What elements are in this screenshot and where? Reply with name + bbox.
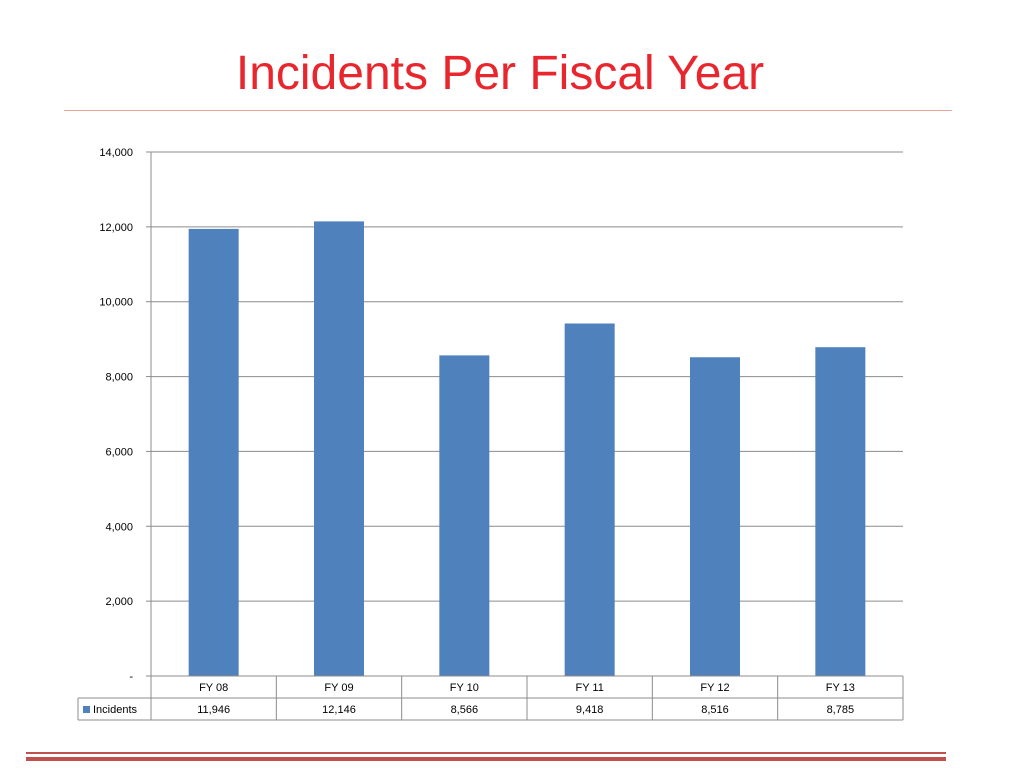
data-value-label: 12,146 <box>322 704 356 716</box>
bar <box>815 347 866 676</box>
y-tick-label: - <box>129 671 133 683</box>
data-value-label: 8,785 <box>827 704 855 716</box>
bar <box>690 357 740 676</box>
x-category-label: FY 10 <box>450 682 479 694</box>
data-value-label: 11,946 <box>197 704 230 716</box>
y-tick-label: 4,000 <box>105 521 133 533</box>
bar <box>564 323 615 676</box>
x-category-label: FY 08 <box>199 682 228 694</box>
slide-title: Incidents Per Fiscal Year <box>235 47 765 100</box>
legend-label: Incidents <box>93 704 138 716</box>
bar <box>439 355 490 676</box>
y-axis: - 2,000 4,000 6,000 8,000 10,000 12,000 14,000 <box>99 147 152 683</box>
bars <box>188 221 866 676</box>
data-value-label: 8,566 <box>451 704 479 716</box>
data-table: FY 08 11,946 FY 09 12,146 FY 10 8,566 FY 11 9,4… <box>77 675 904 721</box>
x-category-label: FY 09 <box>324 682 353 694</box>
y-tick-label: 2,000 <box>105 596 133 608</box>
grid-lines <box>151 151 903 602</box>
data-value-label: 8,516 <box>701 704 729 716</box>
y-tick-label: 8,000 <box>105 372 133 384</box>
footer-rule-thick <box>26 757 946 761</box>
footer-rule-thin <box>26 752 946 754</box>
y-tick-label: 12,000 <box>99 222 133 234</box>
y-tick-label: 14,000 <box>99 147 133 159</box>
x-category-label: FY 13 <box>826 682 855 694</box>
bar <box>314 221 364 676</box>
data-value-label: 9,418 <box>576 704 604 716</box>
x-category-label: FY 11 <box>575 682 603 694</box>
title-divider <box>64 110 952 111</box>
bar <box>188 228 239 676</box>
y-tick-label: 6,000 <box>105 446 133 458</box>
legend-swatch <box>83 706 90 713</box>
y-tick-label: 10,000 <box>99 297 133 309</box>
x-category-label: FY 12 <box>700 682 729 694</box>
